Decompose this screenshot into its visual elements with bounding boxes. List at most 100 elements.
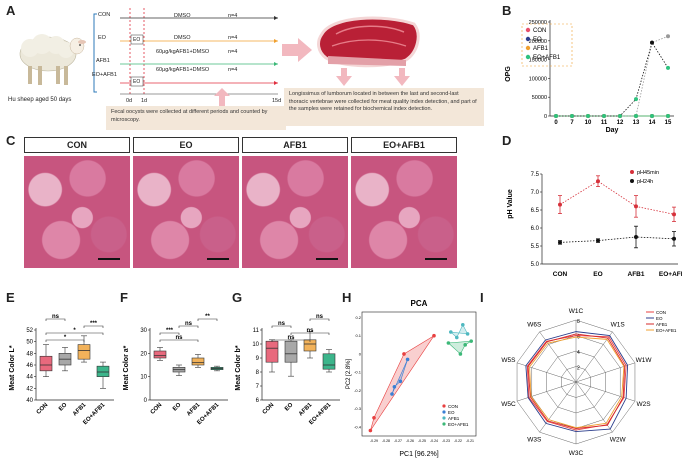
b-ytick-label: 200000 [529,39,547,45]
h-data-point [469,339,473,343]
i-axis-spoke [575,362,636,383]
h-xtick-label: -0.28 [382,439,390,443]
box-ytick-label: 11 [253,328,260,334]
box-ylabel: Meat Color L* [9,345,16,390]
i-legend-label: EO [656,316,663,321]
h-data-point [463,343,467,347]
i-axis-label: W1S [611,322,626,329]
i-series-polygon [525,331,629,433]
b-xtick-label: 15 [665,120,672,126]
sig-bracket [178,325,199,328]
h-legend-marker [442,422,446,426]
sheep-illustration [19,34,86,85]
h-xtick-label: -0.25 [418,439,426,443]
d-legend-label: pH24h [637,179,653,185]
group-timeline-diagram [93,8,278,96]
box-rect [96,365,110,377]
h-xtick-label: -0.22 [454,439,462,443]
d-series-line [559,236,675,243]
d-data-point [634,235,638,239]
treatment-eoafb1: 60μg/kgAFB1+DMSO [156,67,210,73]
d-ytick-label: 5.5 [531,244,540,250]
box-ytick-label: 6 [256,398,260,404]
sig-bracket [197,318,218,321]
h-legend-label: EO+AFB1 [448,422,469,427]
scale-bar [316,258,338,260]
h-ytick-label: -0.4 [354,424,362,429]
box-ylabel: Meat Color a* [123,345,130,390]
b-data-point [602,114,606,118]
group-eoafb1-label: EO+AFB1 [92,72,117,78]
b-data-point [666,65,670,70]
b-legend-label: CON [533,28,546,34]
histology-image-con [24,156,130,268]
b-xtick-label: 13 [633,120,640,126]
panel-letter-c: C [6,133,16,148]
sig-bracket [271,339,311,342]
box-ytick-label: 44 [26,375,33,381]
h-xtick-label: -0.23 [442,439,450,443]
box-ytick-label: 30 [140,328,147,334]
i-legend-label: CON [656,310,666,315]
b-data-point [634,114,638,118]
panel-b-chart: OPG 0 50000 100000 150000 200000 250000 0 7 10 1… [505,20,674,134]
b-data-point [570,114,574,118]
b-ylabel: OPG [505,66,512,82]
b-xtick-label: 0 [554,120,558,126]
h-data-point [455,335,459,340]
d-data-point [596,179,600,184]
b-ytick-label: 250000 [529,20,547,26]
i-ring-label: 4 [577,350,580,356]
day-0-label: 0d [126,98,133,104]
sig-bracket [290,332,330,335]
i-series-polygon [529,336,625,429]
d-data-point [634,204,638,209]
sig-bracket [45,339,85,342]
box-ytick-label: 0 [144,398,148,404]
sig-bracket [159,332,180,335]
b-data-point [666,34,670,39]
day-1-label: 1d [141,98,148,104]
i-axis-label: W5S [501,357,516,364]
h-data-point [372,415,376,420]
h-data-point [398,379,403,384]
d-ytick-label: 6.5 [531,208,540,214]
h-xtick-label: -0.27 [394,439,402,443]
sig-bracket [309,318,330,321]
b-xtick-label: 14 [649,120,656,126]
h-data-point [449,330,453,334]
meat-arrow-down-icon-2 [394,68,410,86]
b-data-point [634,97,638,102]
box-ytick-label: 8 [256,370,260,376]
sig-bracket [45,318,66,321]
panel-letter-h: H [342,290,352,305]
h-data-point [432,333,436,338]
panel-i-chart: 2468W1CW1SW1WW2SW2WW3CW3SW5CW5SW6SCONEOA… [501,308,677,457]
h-data-point [405,357,410,362]
box-ytick-label: 9 [256,356,260,362]
box-ytick-label: 48 [26,351,33,357]
h-group-hull [447,340,472,355]
b-legend-marker [525,36,531,42]
b-legend-marker [525,54,531,60]
sig-bracket [159,339,199,342]
histo-label-eo: EO [133,137,239,153]
b-ytick-label: 0 [544,114,547,120]
h-data-point [392,384,397,389]
meat-note: Longissimus of lumborum located in betwe… [284,88,484,126]
sig-bracket [45,332,104,335]
sheep-caption: Hu sheep aged 50 days [8,97,72,103]
h-data-point [390,392,394,396]
d-data-point [672,236,676,241]
panel-letter-e: E [6,290,15,305]
i-axis-label: W2S [636,401,651,408]
scale-bar [207,258,229,260]
b-data-point [650,40,654,45]
panel-letter-g: G [232,290,243,305]
b-series-line [556,35,669,117]
h-data-point [458,352,463,356]
n-con: n=4 [228,13,238,19]
box-ytick-label: 50 [26,340,33,346]
group-afb1-label: AFB1 [96,58,110,64]
i-axis-spoke [516,362,577,383]
